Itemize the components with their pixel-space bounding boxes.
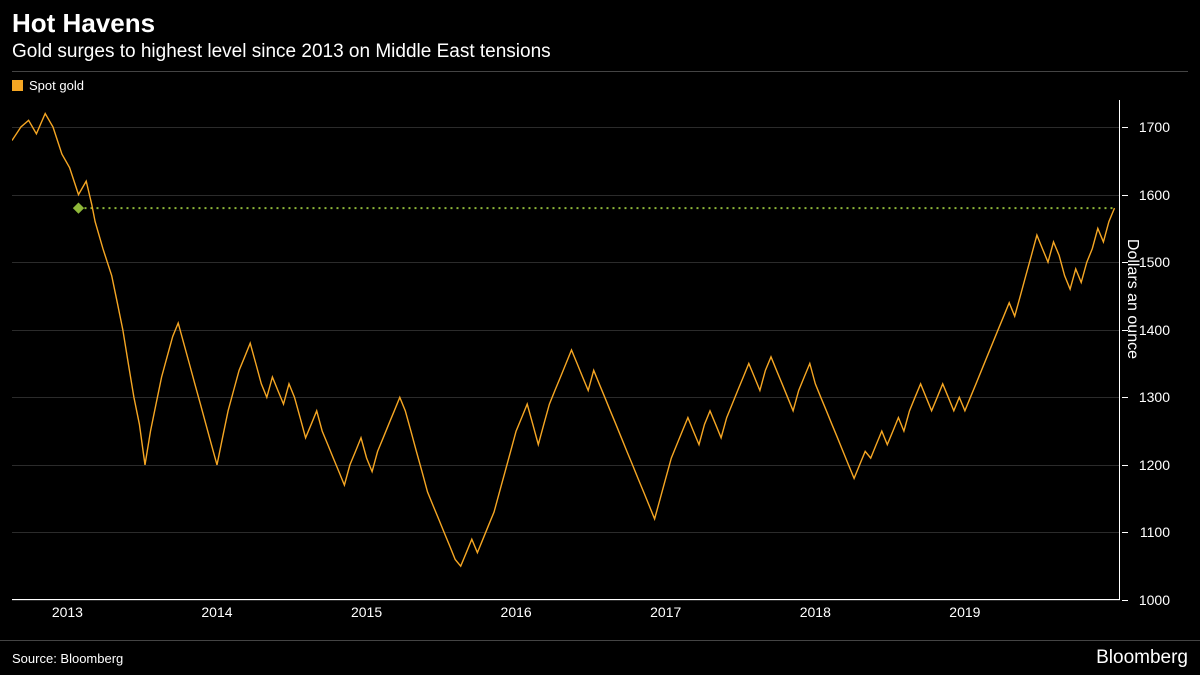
x-axis-line	[12, 599, 1120, 600]
x-tick-label: 2014	[201, 604, 232, 620]
source-text: Source: Bloomberg	[12, 651, 123, 666]
x-tick-label: 2019	[949, 604, 980, 620]
x-tick-label: 2016	[501, 604, 532, 620]
x-tick-label: 2017	[650, 604, 681, 620]
chart-area: 10001100120013001400150016001700 2013201…	[12, 100, 1120, 600]
y-tick-label: 1500	[1139, 254, 1170, 270]
y-tick-label: 1300	[1139, 389, 1170, 405]
y-tick-label: 1200	[1139, 457, 1170, 473]
y-tick-label: 1000	[1139, 592, 1170, 608]
y-axis-line	[1119, 100, 1120, 600]
x-tick-label: 2018	[800, 604, 831, 620]
x-tick-label: 2013	[52, 604, 83, 620]
y-tick-label: 1600	[1139, 187, 1170, 203]
footer: Source: Bloomberg Bloomberg	[0, 640, 1200, 675]
legend-label: Spot gold	[29, 78, 84, 93]
chart-title: Hot Havens	[0, 0, 1200, 39]
y-tick-label: 1100	[1140, 524, 1170, 540]
chart-svg	[12, 100, 1120, 600]
legend: Spot gold	[0, 72, 1200, 93]
chart-subtitle: Gold surges to highest level since 2013 …	[0, 39, 1200, 63]
y-tick-label: 1400	[1139, 322, 1170, 338]
x-ticks: 2013 2014 2015 2016 2017 2018 2019	[12, 604, 1120, 624]
plot-area	[12, 100, 1120, 600]
reference-marker	[73, 202, 84, 213]
legend-swatch	[12, 80, 23, 91]
price-line	[12, 114, 1115, 567]
y-tick-label: 1700	[1139, 119, 1170, 135]
y-tick-mark	[1122, 600, 1128, 601]
grid-line	[12, 600, 1120, 601]
y-axis-label: Dollars an ounce	[1123, 239, 1141, 359]
x-tick-label: 2015	[351, 604, 382, 620]
brand-text: Bloomberg	[1096, 647, 1188, 669]
